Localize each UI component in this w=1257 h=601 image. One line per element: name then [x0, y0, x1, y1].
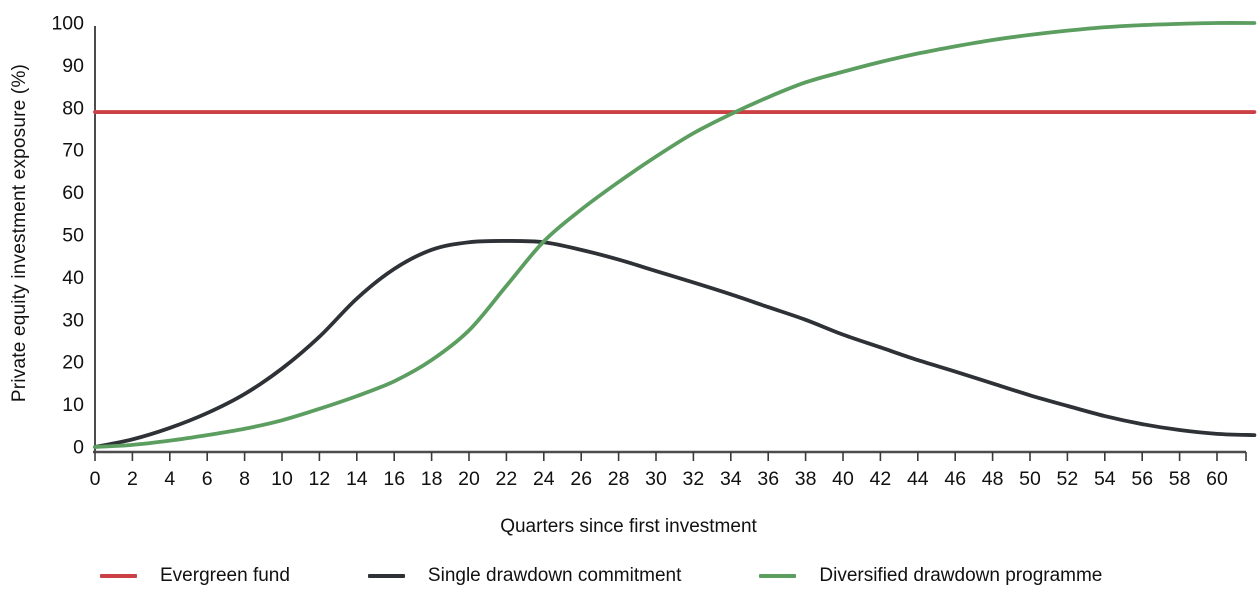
x-tick-label: 8 — [239, 468, 250, 490]
x-tick-label: 14 — [346, 468, 368, 490]
y-tick-label: 30 — [62, 309, 84, 331]
y-tick-label: 20 — [62, 352, 84, 374]
single-drawdown-line-swatch — [367, 574, 405, 578]
legend-label: Evergreen fund — [160, 565, 290, 586]
x-tick-label: 34 — [720, 468, 742, 490]
x-tick-label: 50 — [1019, 468, 1041, 490]
y-tick-label: 70 — [62, 140, 84, 162]
x-tick-label: 22 — [496, 468, 518, 490]
x-tick-label: 48 — [982, 468, 1004, 490]
x-tick-label: 2 — [127, 468, 138, 490]
x-tick-label: 38 — [795, 468, 817, 490]
x-tick-label: 28 — [608, 468, 630, 490]
y-axis-title: Private equity investment exposure (%) — [9, 63, 30, 403]
chart-plot-area: 0 2 4 6 8 10 12 14 16 18 20 22 24 26 28 30 32 34 36 38 40 42 4… — [51, 13, 1257, 490]
x-tick-label: 4 — [164, 468, 175, 490]
x-tick-label: 32 — [683, 468, 705, 490]
series-line-diversified-drawdown-programme — [93, 21, 1257, 449]
y-tick-label: 0 — [73, 437, 84, 459]
x-tick-label: 10 — [271, 468, 293, 490]
x-tick-label: 58 — [1169, 468, 1191, 490]
y-tick-label: 80 — [62, 97, 84, 119]
x-tick-label: 36 — [757, 468, 779, 490]
x-tick-label: 44 — [907, 468, 929, 490]
x-tick-label: 24 — [533, 468, 555, 490]
x-tick-label: 40 — [832, 468, 854, 490]
x-tick-label: 12 — [309, 468, 331, 490]
y-tick-label: 40 — [62, 267, 84, 289]
legend: Evergreen fund Single drawdown commitmen… — [100, 565, 1102, 587]
series-line-single-drawdown-commitment — [93, 239, 1257, 449]
x-tick-label: 20 — [458, 468, 480, 490]
y-tick-label: 100 — [51, 13, 84, 35]
x-tick-label: 60 — [1206, 468, 1228, 490]
legend-item-diversified-drawdown-programme: Diversified drawdown programme — [759, 565, 1102, 587]
x-tick-label: 30 — [645, 468, 667, 490]
y-tick-label: 60 — [62, 182, 84, 204]
x-tick-label: 26 — [570, 468, 592, 490]
x-tick-label: 0 — [90, 468, 101, 490]
x-tick-label: 16 — [383, 468, 405, 490]
y-tick-label: 50 — [62, 225, 84, 247]
x-axis-title: Quarters since first investment — [500, 516, 757, 537]
x-tick-label: 18 — [421, 468, 443, 490]
evergreen-fund-line-swatch — [100, 574, 137, 578]
legend-item-evergreen-fund: Evergreen fund — [100, 565, 290, 587]
legend-label: Single drawdown commitment — [427, 565, 682, 586]
x-tick-label: 52 — [1057, 468, 1079, 490]
y-tick-label: 90 — [62, 55, 84, 77]
y-tick-label: 10 — [62, 394, 84, 416]
legend-item-single-drawdown-commitment: Single drawdown commitment — [367, 565, 682, 587]
legend-label: Diversified drawdown programme — [819, 565, 1103, 586]
x-tick-label: 56 — [1131, 468, 1153, 490]
diversified-drawdown-line-swatch — [759, 574, 797, 578]
x-tick-label: 42 — [870, 468, 892, 490]
x-tick-label: 46 — [944, 468, 966, 490]
x-tick-label: 6 — [202, 468, 213, 490]
x-tick-label: 54 — [1094, 468, 1116, 490]
